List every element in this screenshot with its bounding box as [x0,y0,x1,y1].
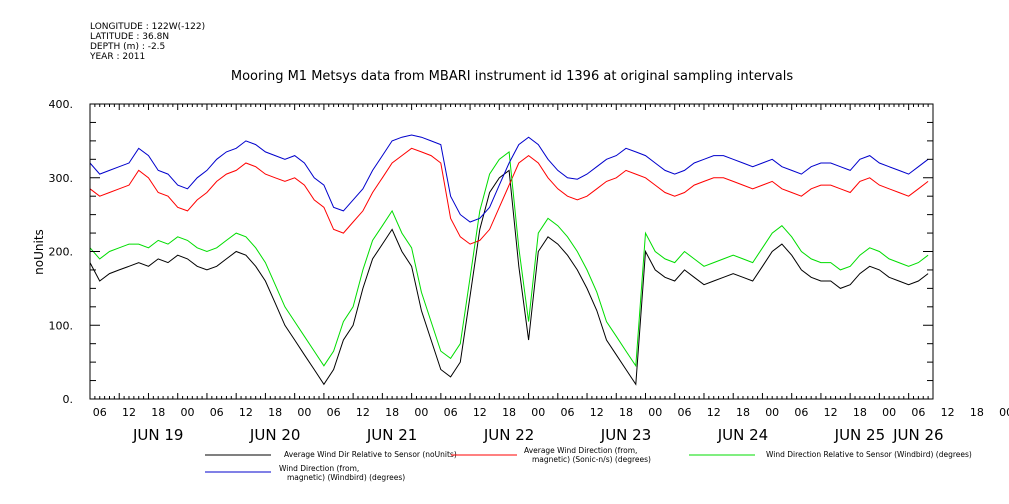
station-info: LONGITUDE : 122W(-122) LATITUDE : 36.8N … [90,22,205,62]
legend-label-4-line2: magnetic) (Windbird) (degrees) [287,473,405,482]
year-label: YEAR : 2011 [90,52,146,62]
x-hour-label: 00 [531,406,545,419]
x-hour-label: 06 [210,406,224,419]
x-hour-label: 06 [677,406,691,419]
x-hour-label: 06 [93,406,107,419]
x-hour-label: 18 [268,406,282,419]
axis-layer: 06 12 18 00 06 12 18 00 06 12 18 00 06 12 18 00 06 12 18 00… [49,98,1009,444]
x-hour-label: 06 [794,406,808,419]
x-hour-label: 12 [824,406,838,419]
x-day-label: JUN 26 [892,426,943,444]
depth-label: DEPTH (m) : -2.5 [90,42,166,52]
x-hour-label: 18 [619,406,633,419]
x-hour-label: 06 [561,406,575,419]
legend: Average Wind Dir Relative to Sensor (noU… [205,446,972,482]
x-day-label: JUN 22 [483,426,534,444]
legend-label-4: Wind Direction (from, [279,464,359,473]
x-day-label: JUN 25 [834,426,885,444]
x-day-label: JUN 21 [366,426,417,444]
x-hour-label: 00 [999,406,1009,419]
x-hour-label: 18 [970,406,984,419]
series-line-4 [89,134,929,223]
x-hour-label: 18 [151,406,165,419]
x-hour-label: 00 [180,406,194,419]
x-hour-label: 18 [853,406,867,419]
plot-frame [89,103,934,400]
x-hour-label: 06 [444,406,458,419]
x-hour-label: 12 [590,406,604,419]
x-hour-label: 00 [765,406,779,419]
x-hour-label: 00 [648,406,662,419]
y-tick-label: 200. [49,246,74,259]
x-day-label: JUN 20 [249,426,300,444]
x-day-label: JUN 23 [600,426,651,444]
x-hour-label: 06 [327,406,341,419]
series-line-1 [89,169,929,386]
y-tick-label: 100. [49,319,74,332]
legend-label-2: Average Wind Direction (from, [524,446,637,455]
x-hour-label: 00 [297,406,311,419]
x-hour-label: 12 [356,406,370,419]
longitude-label: LONGITUDE : 122W(-122) [90,22,206,32]
y-axis-label: noUnits [32,229,46,275]
x-day-label: JUN 24 [717,426,768,444]
y-tick-label: 400. [49,98,74,111]
x-hour-label: 00 [882,406,896,419]
series-line-2 [89,147,929,245]
legend-label-2-line2: magnetic) (Sonic-n/s) (degrees) [532,455,651,464]
legend-label-3: Wind Direction Relative to Sensor (Windb… [766,450,972,459]
latitude-label: LATITUDE : 36.8N [90,32,170,42]
x-hour-label: 12 [473,406,487,419]
x-hour-label: 18 [385,406,399,419]
series-layer [89,134,929,386]
x-hour-label: 18 [502,406,516,419]
y-tick-label: 300. [49,172,74,185]
x-day-label: JUN 19 [132,426,183,444]
legend-label-1: Average Wind Dir Relative to Sensor (noU… [284,450,457,459]
series-line-3 [89,150,929,368]
x-hour-label: 06 [911,406,925,419]
x-hour-label: 12 [122,406,136,419]
x-hour-label: 00 [414,406,428,419]
x-hour-label: 12 [941,406,955,419]
x-hour-label: 12 [239,406,253,419]
chart-title: Mooring M1 Metsys data from MBARI instru… [231,69,793,84]
x-hour-label: 18 [736,406,750,419]
y-tick-label: 0. [63,393,74,406]
x-hour-label: 12 [707,406,721,419]
